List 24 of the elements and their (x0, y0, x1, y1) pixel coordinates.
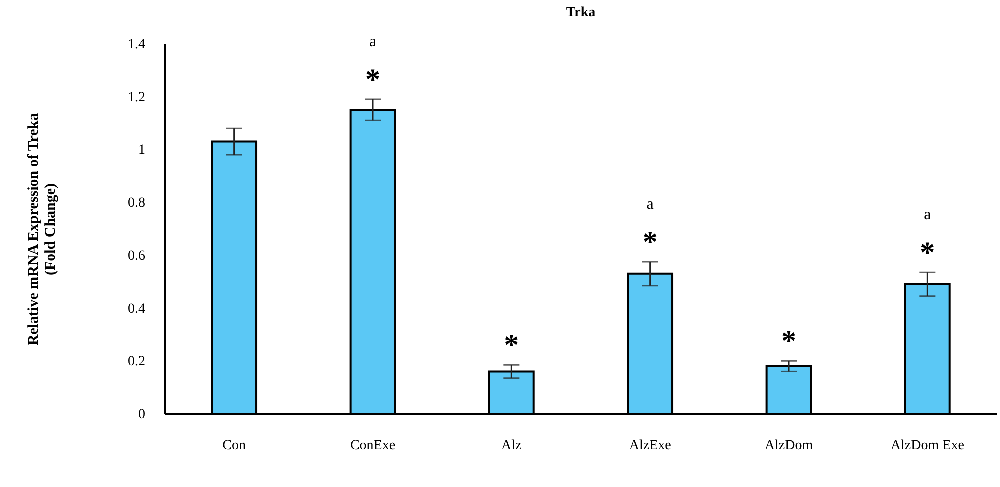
annotation: a (646, 196, 654, 214)
y-tick-label: 0.4 (128, 302, 146, 317)
annotation: * (920, 236, 936, 270)
annotation: * (366, 64, 380, 96)
x-tick-label: AlzExe (629, 438, 672, 454)
y-tick-label: 0.8 (128, 196, 146, 212)
chart-title: Trka (566, 6, 596, 20)
y-tick-label: 0 (138, 408, 146, 422)
x-tick-label: AlzDom (764, 438, 814, 454)
y-tick-label: 1.4 (128, 38, 146, 52)
y-tick-label: 0.6 (128, 248, 146, 264)
x-tick-label: AlzDom Exe (890, 438, 964, 454)
annotation: * (642, 226, 658, 260)
annotation: a (369, 34, 377, 50)
annotation: a (924, 206, 932, 224)
x-tick-label: Con (222, 438, 246, 454)
y-tick-label: 1.2 (128, 90, 146, 106)
x-tick-label: Alz (502, 438, 522, 454)
y-tick-label: 1 (138, 143, 146, 158)
y-tick-label: 0.2 (128, 354, 146, 370)
y-axis-title: Relative mRNA Expression of Treka (Fold Change) (26, 112, 59, 346)
annotation: * (782, 325, 796, 358)
x-tick-label: ConExe (350, 438, 396, 454)
annotation: * (504, 329, 520, 362)
